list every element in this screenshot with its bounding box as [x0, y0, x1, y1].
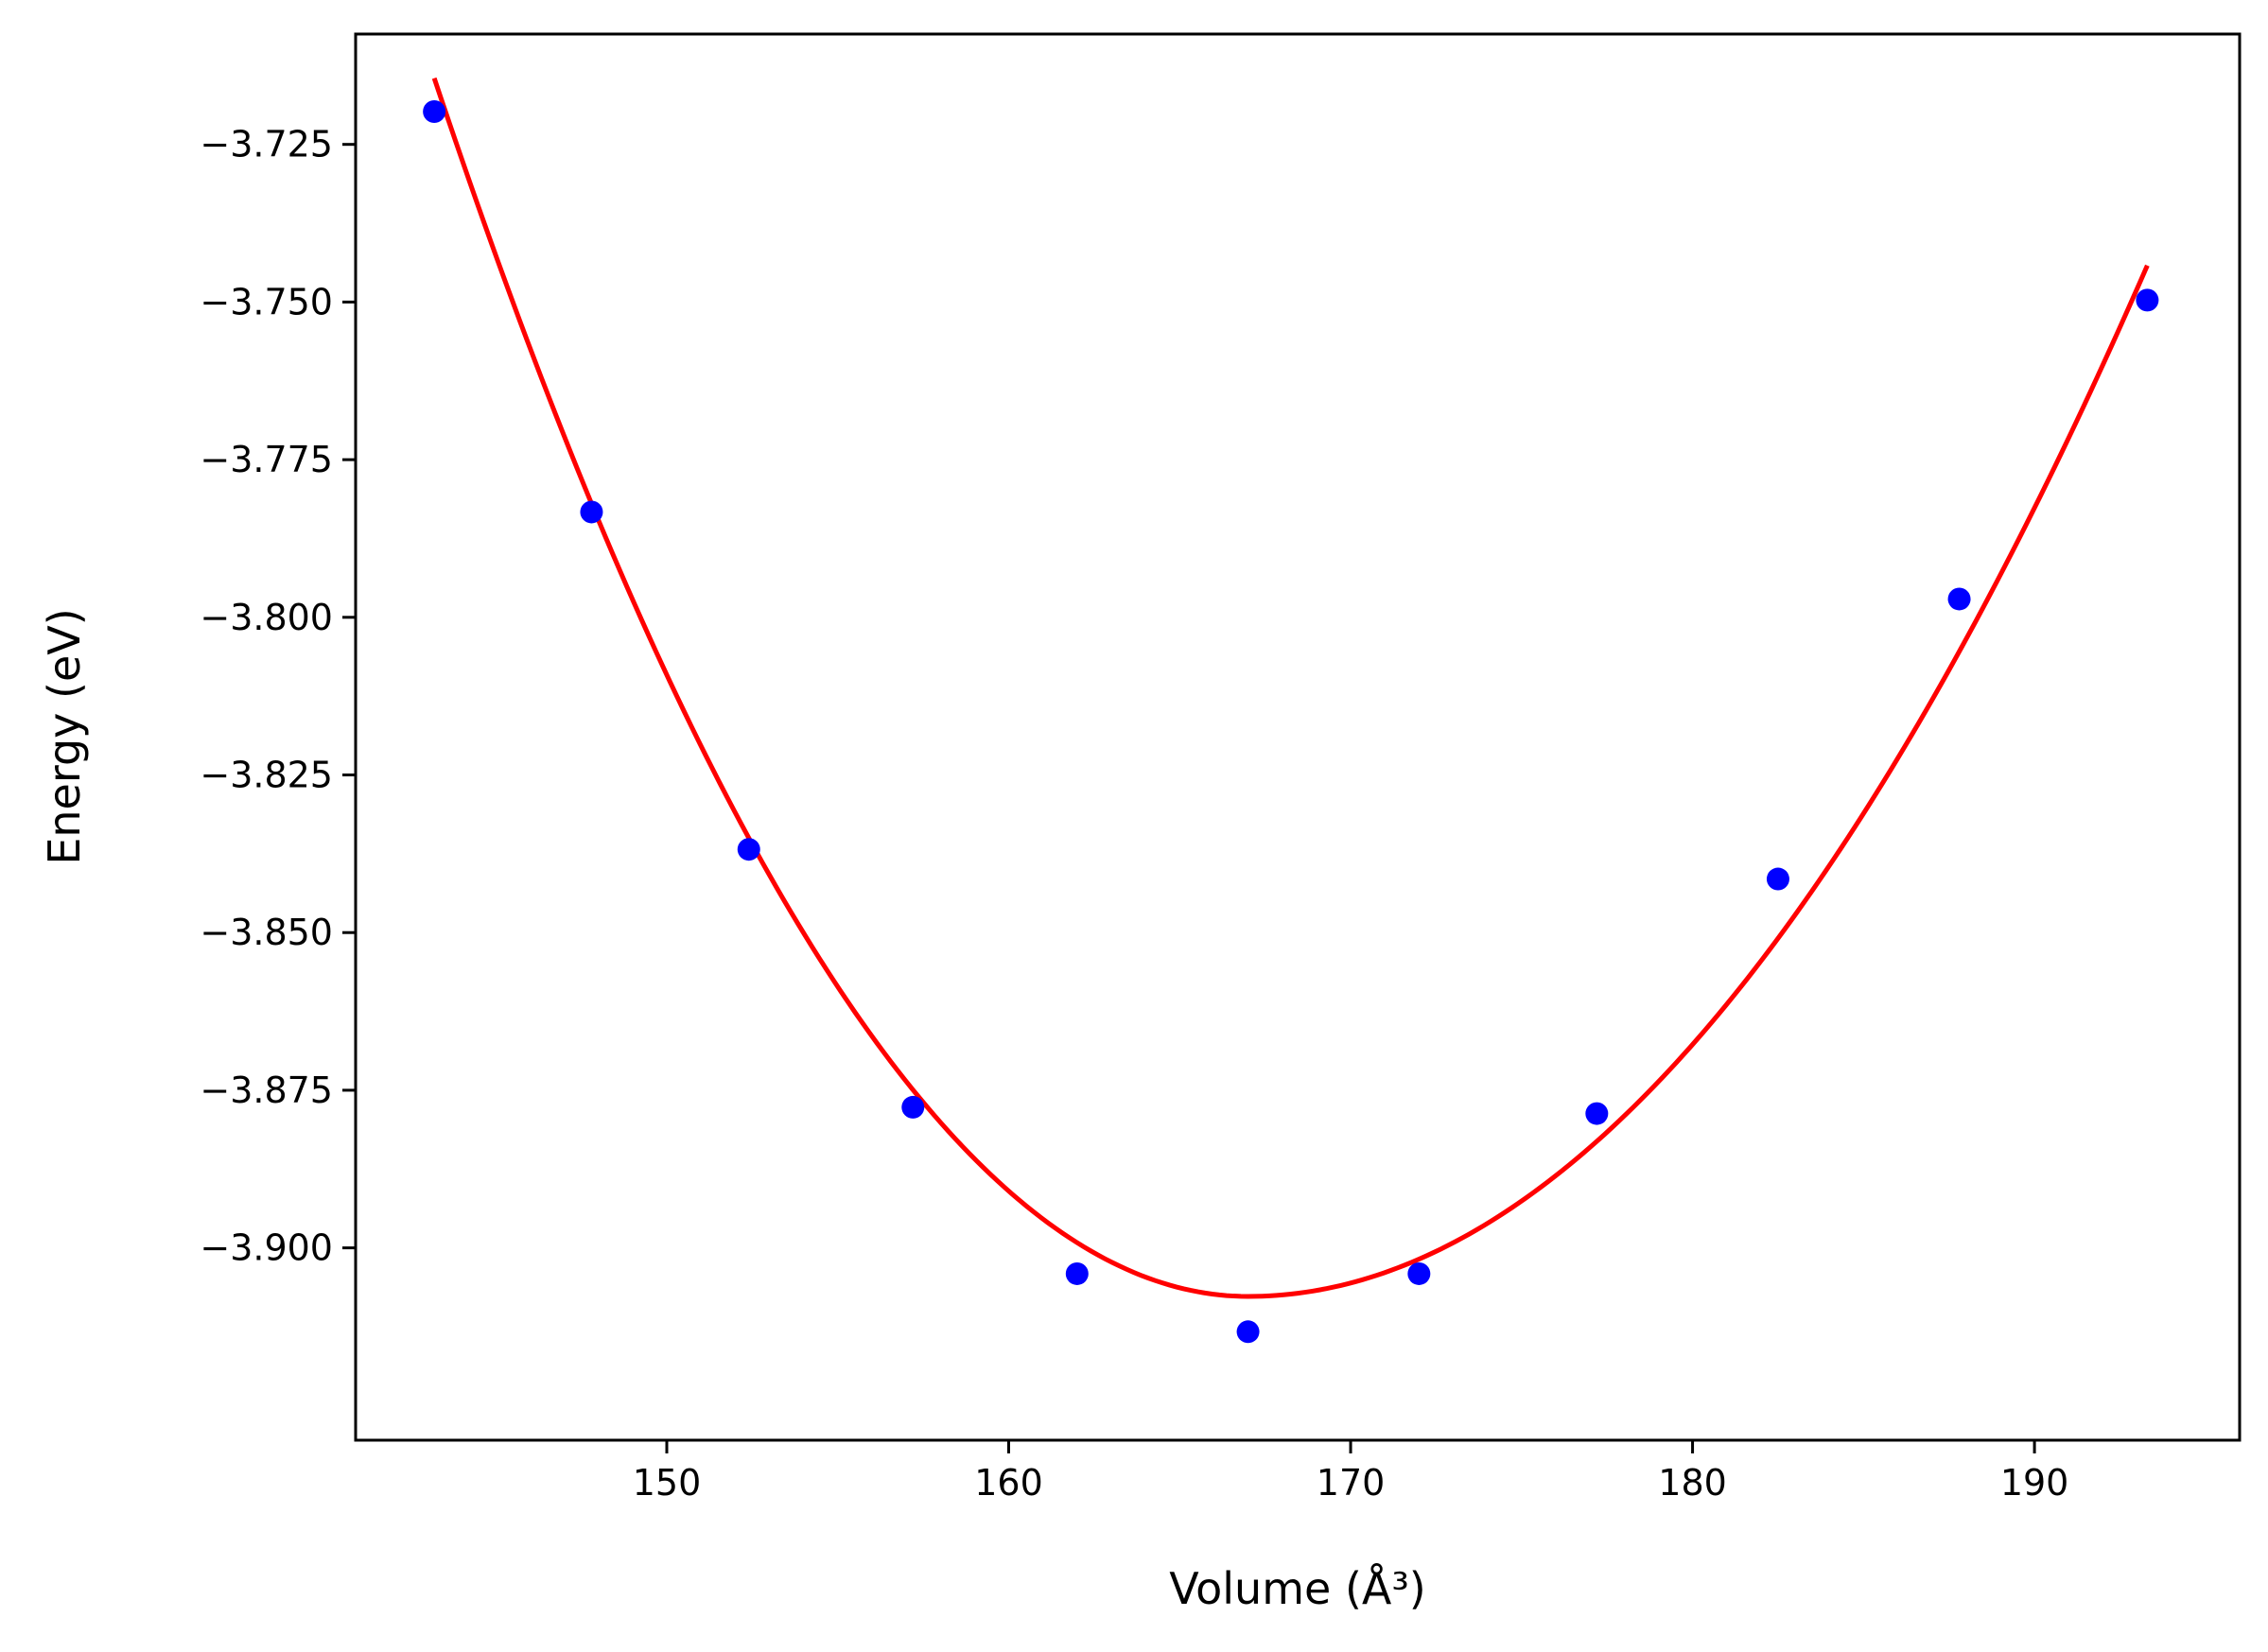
y-axis: −3.725 −3.750 −3.775 −3.800 −3.825 −3.850 −3.8…	[200, 124, 356, 1269]
x-tick-label: 150	[633, 1462, 702, 1504]
axes-frame	[354, 32, 2242, 1442]
data-point	[580, 500, 603, 524]
y-tick-label: −3.875	[200, 1069, 333, 1111]
y-tick-label: −3.900	[200, 1227, 333, 1269]
data-point	[1585, 1102, 1609, 1125]
data-point	[1766, 867, 1789, 891]
data-point	[1065, 1261, 1089, 1285]
x-axis-label: Volume (Å³)	[1169, 1563, 1426, 1614]
y-axis-label: Energy (eV)	[39, 608, 90, 864]
x-tick-label: 190	[2000, 1462, 2069, 1504]
y-tick-label: −3.725	[200, 124, 333, 165]
data-point	[1236, 1320, 1260, 1344]
y-tick-label: −3.750	[200, 281, 333, 322]
data-point	[423, 100, 446, 124]
x-tick-label: 160	[974, 1462, 1043, 1504]
x-axis: 150 160 170 180 190	[633, 1440, 2069, 1504]
data-point	[1947, 587, 1971, 611]
y-tick-label: −3.775	[200, 439, 333, 480]
x-tick-label: 180	[1658, 1462, 1727, 1504]
fit-curve-line	[431, 77, 2150, 1299]
y-tick-label: −3.800	[200, 597, 333, 638]
y-tick-label: −3.850	[200, 912, 333, 953]
data-point	[1407, 1261, 1431, 1285]
y-tick-label: −3.825	[200, 755, 333, 796]
x-tick-label: 170	[1317, 1462, 1386, 1504]
data-point	[901, 1095, 925, 1119]
data-point	[737, 838, 760, 861]
plot-area	[423, 77, 2159, 1344]
data-point	[2136, 288, 2159, 312]
